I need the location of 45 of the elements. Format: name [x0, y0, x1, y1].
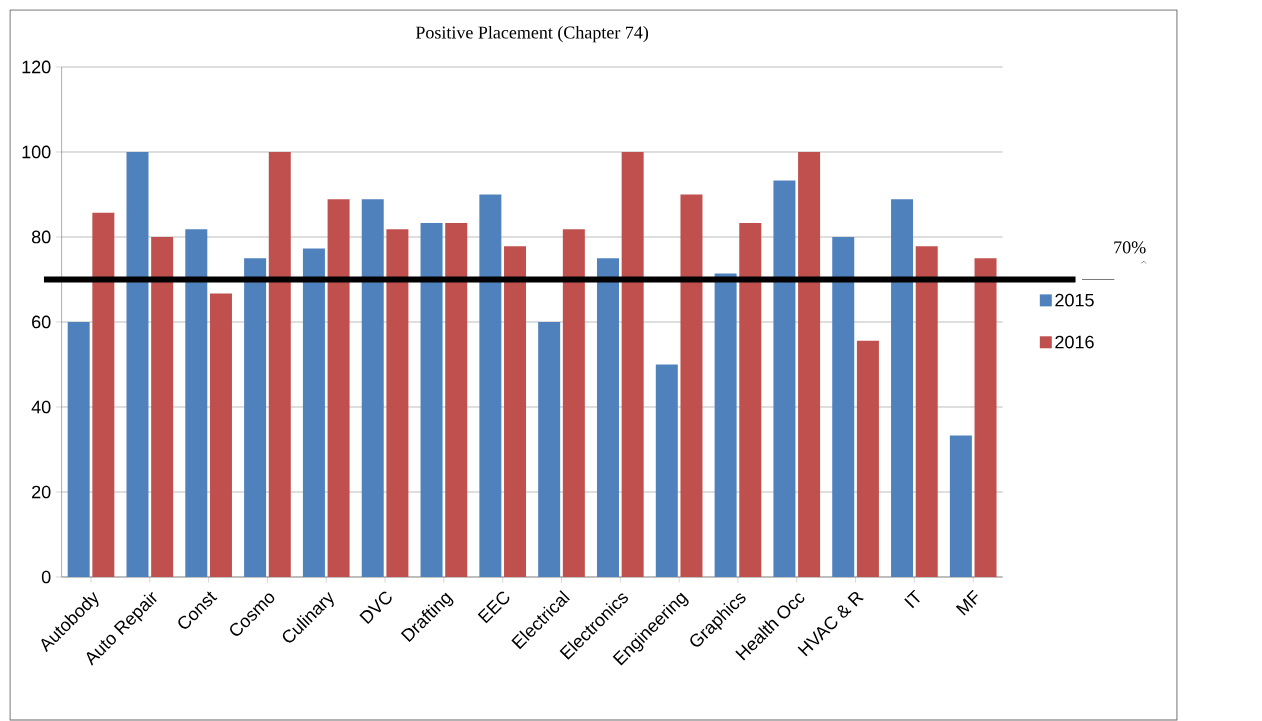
- bar: [268, 151, 291, 577]
- bar: [244, 258, 267, 577]
- bar: [856, 340, 879, 577]
- bar: [538, 321, 561, 577]
- bar: [739, 222, 762, 577]
- legend-label: 2015: [1055, 293, 1094, 307]
- bar: [185, 229, 208, 577]
- bar: [621, 151, 644, 577]
- bar: [420, 222, 443, 577]
- y-tick-label: 60: [32, 315, 51, 329]
- bar: [445, 222, 468, 577]
- y-tick-label: 120: [22, 60, 51, 74]
- bar: [773, 180, 796, 577]
- bar: [479, 194, 502, 577]
- bar: [680, 194, 703, 577]
- y-tick-label: 100: [22, 145, 51, 159]
- x-tick-label: IT: [904, 589, 920, 609]
- legend-label: 2016: [1055, 335, 1094, 349]
- x-tick-label: MF: [955, 589, 978, 616]
- bar: [361, 199, 384, 577]
- bar: [891, 199, 914, 577]
- bar: [832, 236, 855, 577]
- bar: [92, 212, 115, 577]
- bar: [915, 246, 938, 577]
- bar: [714, 273, 737, 577]
- bar: [655, 364, 678, 577]
- bar: [562, 229, 585, 577]
- y-tick-label: 80: [31, 230, 51, 244]
- bar: [126, 151, 149, 577]
- y-tick-label: 20: [32, 485, 51, 499]
- bar: [798, 151, 821, 577]
- bar: [67, 321, 90, 577]
- y-tick-label: 40: [31, 400, 51, 414]
- bar: [327, 199, 350, 577]
- bar: [302, 248, 325, 577]
- ref-line-label: 70%: [1114, 241, 1146, 254]
- bar: [151, 236, 174, 577]
- bar: [949, 435, 972, 577]
- bar: [596, 258, 619, 577]
- y-tick-label: 0: [41, 570, 51, 584]
- bar: [504, 246, 527, 577]
- chart-title: Positive Placement (Chapter 74): [415, 25, 649, 43]
- bar: [209, 293, 232, 577]
- bar: [386, 229, 409, 577]
- bar: [974, 258, 997, 577]
